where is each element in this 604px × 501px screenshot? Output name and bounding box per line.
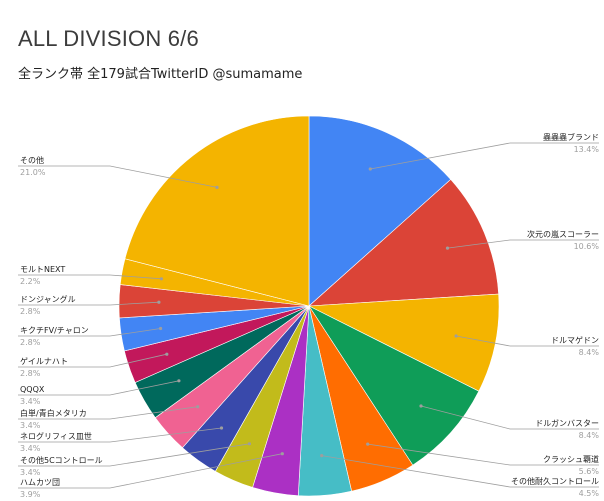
slice-label: 蟲蟲蟲ブランド <box>543 132 599 142</box>
slice-label: 次元の嵐スコーラー <box>527 229 599 239</box>
slice-label: モルトNEXT <box>20 265 65 274</box>
slice-label: ゲイルナハト <box>20 356 68 366</box>
slice-percent: 2.8% <box>20 369 41 378</box>
slice-percent: 3.4% <box>20 421 41 430</box>
chart-title: ALL DIVISION 6/6 <box>18 26 199 51</box>
slice-label: 白単/青白メタリカ <box>20 408 87 418</box>
leader-dot <box>366 442 370 446</box>
slice-label: ドルガンバスター <box>535 418 599 428</box>
leader-dot <box>454 334 458 338</box>
leader-dot <box>368 167 372 171</box>
leader-line <box>18 274 162 280</box>
leader-dot <box>159 277 163 281</box>
leader-line <box>18 165 218 188</box>
leader-dot <box>157 300 161 304</box>
leader-dot <box>247 442 251 446</box>
leader-line <box>18 380 179 396</box>
slice-label: ハムカツ団 <box>20 478 60 487</box>
slice-percent: 10.6% <box>574 242 600 251</box>
leader-line <box>321 455 599 488</box>
slice-percent: 2.8% <box>20 338 41 347</box>
chart-subtitle: 全ランク帯 全179試合TwitterID @sumamame <box>18 67 303 82</box>
slice-label: ドンジャングル <box>20 294 76 304</box>
slice-percent: 3.4% <box>20 444 41 453</box>
pie-slice <box>308 115 452 307</box>
leader-dot <box>219 426 224 430</box>
slice-label: QQQX <box>20 385 45 394</box>
leader-line <box>18 353 167 368</box>
slice-percent: 5.6% <box>579 467 600 476</box>
slice-label: その他 <box>20 155 44 165</box>
leader-dot <box>159 326 163 331</box>
leader-line <box>367 443 599 466</box>
leader-line <box>370 142 599 170</box>
leader-dot <box>320 454 324 458</box>
slice-percent: 3.9% <box>20 490 41 499</box>
leader-dot <box>165 352 169 356</box>
slice-label: ネログリフィス皿世 <box>20 431 92 441</box>
slice-percent: 4.5% <box>579 489 600 498</box>
leader-dot <box>215 185 219 189</box>
pie-slice <box>307 293 500 392</box>
leader-line <box>420 405 599 430</box>
slice-percent: 8.4% <box>579 431 600 440</box>
pie-slice <box>308 305 480 466</box>
leader-line <box>18 301 159 306</box>
slice-label: ドルマゲドン <box>551 335 599 345</box>
slice-label: クラッシュ覇道 <box>543 454 599 464</box>
leader-dot <box>445 246 450 250</box>
slice-percent: 21.0% <box>20 168 46 177</box>
leader-line <box>18 328 161 337</box>
slice-percent: 13.4% <box>574 145 600 154</box>
leader-line <box>18 406 198 420</box>
slice-percent: 8.4% <box>579 348 600 357</box>
leader-line <box>447 239 599 249</box>
pie-slice <box>124 115 310 307</box>
leader-dot <box>177 379 181 383</box>
leader-line <box>18 427 222 443</box>
slice-percent: 3.4% <box>20 468 41 477</box>
leader-line <box>456 335 599 347</box>
leader-line <box>18 443 250 467</box>
leader-dot <box>419 404 423 408</box>
slice-percent: 2.2% <box>20 277 41 286</box>
leader-line <box>18 453 283 489</box>
slice-percent: 2.8% <box>20 307 41 316</box>
leader-dot <box>280 452 284 456</box>
leader-dot <box>196 405 200 409</box>
pie-slice <box>308 179 499 307</box>
slice-label: その他5Cコントロール <box>20 455 103 465</box>
slice-label: その他耐久コントロール <box>511 476 599 486</box>
slice-label: キクチFV/チャロン <box>20 326 89 335</box>
slice-percent: 3.4% <box>20 397 41 406</box>
